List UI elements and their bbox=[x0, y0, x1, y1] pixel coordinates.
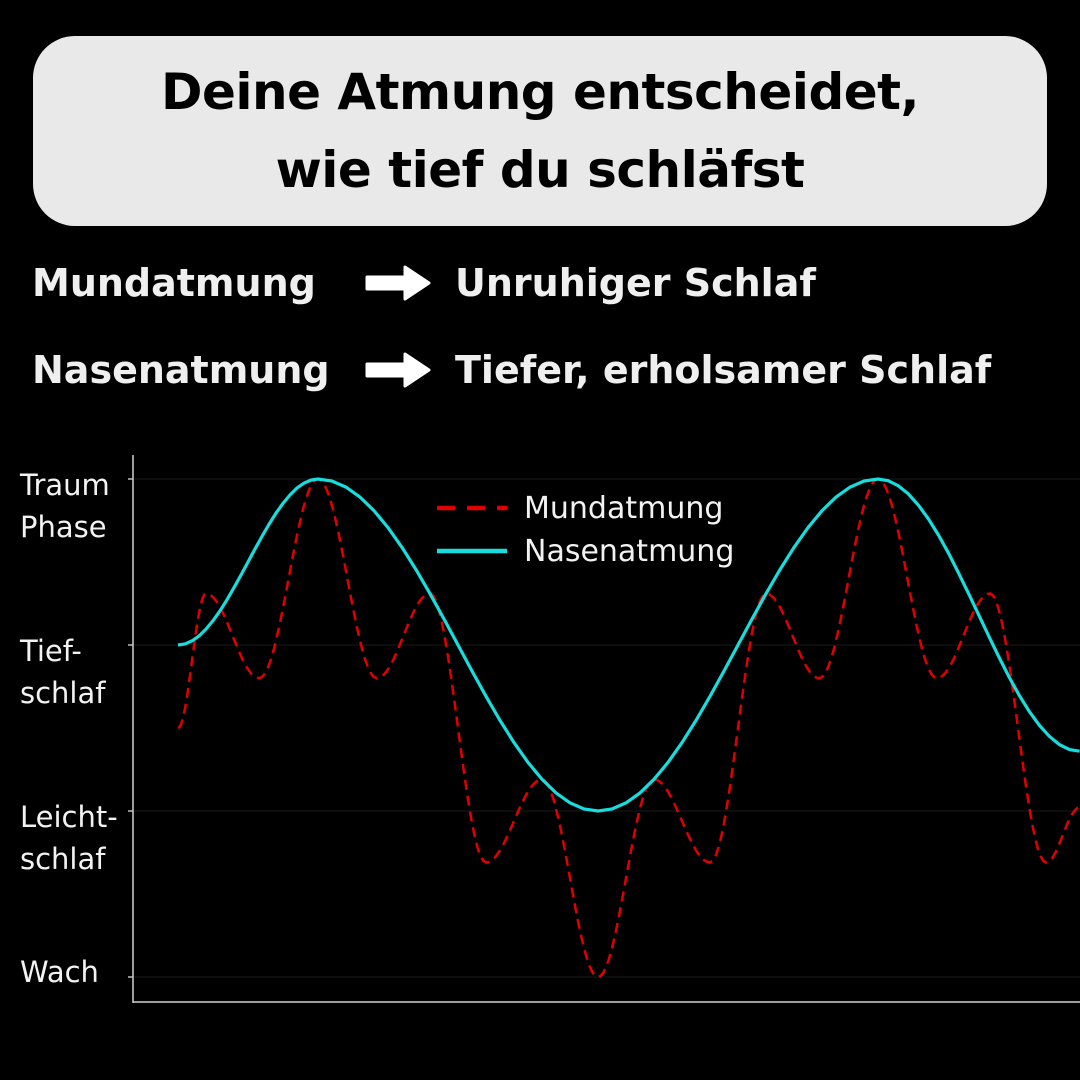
title-box: Deine Atmung entscheidet, wie tief du sc… bbox=[33, 36, 1047, 226]
comparison-right: Unruhiger Schlaf bbox=[455, 261, 816, 305]
title-line-1: Deine Atmung entscheidet, bbox=[160, 63, 920, 121]
y-tick-label-line: schlaf bbox=[20, 676, 106, 710]
legend-label: Nasenatmung bbox=[524, 534, 734, 569]
arrow-right-icon bbox=[365, 265, 431, 301]
y-tick-label-line: Leicht- bbox=[20, 800, 118, 834]
y-tick-label: Traum Phase bbox=[20, 464, 110, 548]
y-tick-label: Leicht-schlaf bbox=[20, 796, 118, 880]
y-tick-label-line: Traum bbox=[20, 468, 110, 502]
legend-label: Mundatmung bbox=[524, 491, 723, 526]
y-tick-label: Wach bbox=[20, 951, 99, 993]
comparison-left: Nasenatmung bbox=[32, 348, 330, 392]
y-tick-label-line: Tief- bbox=[20, 634, 82, 668]
y-tick-label: Tief-schlaf bbox=[20, 630, 105, 714]
series-line-nasenatmung bbox=[177, 477, 1080, 813]
series-line-mundatmung bbox=[177, 477, 1080, 979]
y-tick-label-line: schlaf bbox=[20, 842, 106, 876]
y-tick-label-line: Wach bbox=[20, 955, 99, 989]
comparison-left: Mundatmung bbox=[32, 261, 316, 305]
arrow-right-icon bbox=[365, 352, 431, 388]
title-line-2: wie tief du schläfst bbox=[275, 141, 805, 199]
comparison-right: Tiefer, erholsamer Schlaf bbox=[455, 348, 992, 392]
y-tick-label-line: Phase bbox=[20, 510, 107, 544]
